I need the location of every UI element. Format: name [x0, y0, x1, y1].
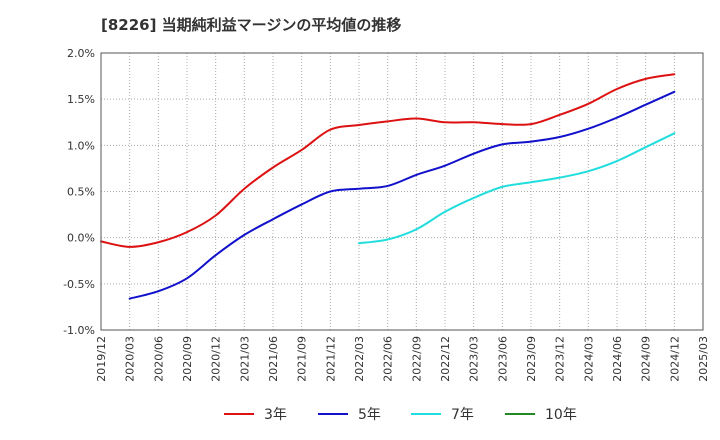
- axis-layer: -1.0% -0.5% 0.0% 0.5% 1.0% 1.5% 2.0% 2019/12 202…: [63, 47, 710, 382]
- plot-frame: [100, 52, 704, 331]
- y-tick-label: 1.0%: [67, 139, 95, 152]
- x-tick-label: 2021/03: [238, 336, 251, 382]
- x-tick-label: 2020/06: [152, 336, 165, 382]
- x-tick-label: 2023/09: [525, 336, 538, 382]
- x-tick-label: 2023/06: [496, 336, 509, 382]
- x-tick-label: 2022/09: [410, 336, 423, 382]
- grid-layer: [100, 52, 704, 331]
- legend-label-2: 7年: [451, 407, 474, 423]
- legend-label-3: 10年: [545, 407, 577, 423]
- legend: 3年 5年 7年 10年: [224, 407, 577, 423]
- legend-label-1: 5年: [358, 407, 381, 423]
- series-line-1: [128, 90, 676, 300]
- series-layer: [100, 73, 676, 300]
- legend-label-0: 3年: [264, 407, 287, 423]
- y-tick-label: 0.5%: [67, 186, 95, 199]
- x-tick-label: 2022/06: [382, 336, 395, 382]
- y-tick-label: 0.0%: [67, 232, 95, 245]
- x-tick-label: 2024/09: [640, 336, 653, 382]
- x-tick-label: 2024/06: [611, 336, 624, 382]
- x-tick-label: 2022/12: [439, 336, 452, 382]
- x-tick-label: 2023/03: [468, 336, 481, 382]
- x-tick-label: 2021/09: [296, 336, 309, 382]
- y-tick-label: -1.0%: [63, 324, 95, 337]
- x-tick-label: 2020/03: [124, 336, 137, 382]
- x-tick-label: 2021/12: [324, 336, 337, 382]
- y-tick-label: -0.5%: [63, 278, 95, 291]
- x-tick-label: 2023/12: [554, 336, 567, 382]
- series-line-0: [100, 73, 676, 248]
- x-tick-label: 2020/12: [210, 336, 223, 382]
- x-tick-label: 2019/12: [95, 336, 108, 382]
- y-tick-label: 1.5%: [67, 93, 95, 106]
- x-tick-label: 2020/09: [181, 336, 194, 382]
- series-line-2: [358, 132, 676, 245]
- chart-title: [8226] 当期純利益マージンの平均値の推移: [101, 16, 402, 34]
- x-tick-label: 2021/06: [267, 336, 280, 382]
- x-tick-label: 2024/03: [582, 336, 595, 382]
- x-tick-label: 2022/03: [353, 336, 366, 382]
- x-tick-label: 2025/03: [697, 336, 710, 382]
- x-tick-label: 2024/12: [668, 336, 681, 382]
- y-tick-label: 2.0%: [67, 47, 95, 60]
